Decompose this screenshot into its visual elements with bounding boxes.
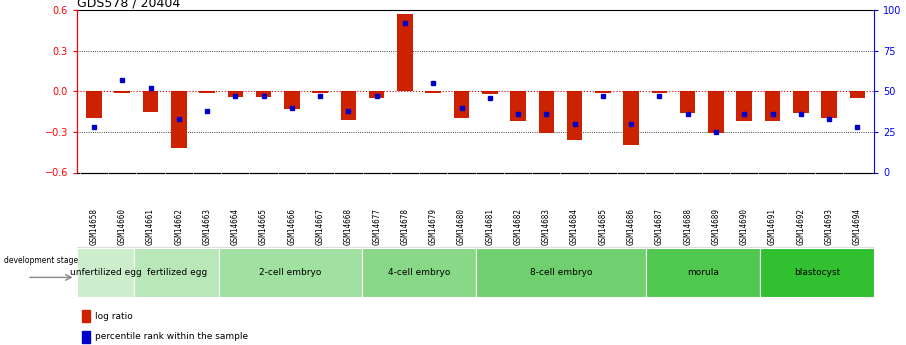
Bar <box>255 91 272 97</box>
Bar <box>219 248 361 297</box>
Text: GSM14680: GSM14680 <box>457 208 466 245</box>
Text: GSM14692: GSM14692 <box>796 208 805 245</box>
Bar <box>567 91 583 140</box>
Bar <box>341 91 356 120</box>
Bar <box>369 91 384 98</box>
Bar <box>82 331 90 343</box>
Text: GSM14685: GSM14685 <box>598 208 607 245</box>
Text: development stage: development stage <box>4 256 78 265</box>
Bar <box>476 248 647 297</box>
Bar <box>426 91 441 93</box>
Text: GSM14668: GSM14668 <box>344 208 353 245</box>
Bar <box>708 91 724 133</box>
Text: GSM14679: GSM14679 <box>429 208 438 245</box>
Text: GSM14684: GSM14684 <box>570 208 579 245</box>
Text: GDS578 / 20404: GDS578 / 20404 <box>77 0 180 9</box>
Text: GSM14689: GSM14689 <box>711 208 720 245</box>
Bar <box>538 91 554 133</box>
Bar <box>765 91 780 121</box>
Text: GSM14686: GSM14686 <box>627 208 636 245</box>
Text: GSM14690: GSM14690 <box>739 208 748 245</box>
Bar <box>623 91 639 146</box>
Text: GSM14694: GSM14694 <box>853 208 862 245</box>
Bar <box>850 91 865 98</box>
Bar <box>134 248 219 297</box>
Bar <box>86 91 101 118</box>
Bar <box>361 248 476 297</box>
Bar <box>143 91 159 112</box>
Text: percentile rank within the sample: percentile rank within the sample <box>95 332 248 341</box>
Bar <box>199 91 215 93</box>
Text: blastocyst: blastocyst <box>795 268 841 277</box>
Text: GSM14688: GSM14688 <box>683 208 692 245</box>
Text: GSM14661: GSM14661 <box>146 208 155 245</box>
Text: GSM14660: GSM14660 <box>118 208 127 245</box>
Bar <box>77 248 134 297</box>
Text: 4-cell embryo: 4-cell embryo <box>388 268 450 277</box>
Bar <box>647 248 760 297</box>
Text: GSM14678: GSM14678 <box>400 208 410 245</box>
Text: 8-cell embryo: 8-cell embryo <box>530 268 593 277</box>
Bar <box>760 248 874 297</box>
Bar <box>510 91 525 121</box>
Text: GSM14666: GSM14666 <box>287 208 296 245</box>
Bar <box>313 91 328 93</box>
Bar <box>595 91 611 93</box>
Bar <box>227 91 243 97</box>
Bar <box>397 14 413 91</box>
Text: GSM14664: GSM14664 <box>231 208 240 245</box>
Text: GSM14662: GSM14662 <box>174 208 183 245</box>
Text: GSM14687: GSM14687 <box>655 208 664 245</box>
Text: GSM14667: GSM14667 <box>315 208 324 245</box>
Bar <box>82 310 90 322</box>
Text: GSM14665: GSM14665 <box>259 208 268 245</box>
Text: GSM14658: GSM14658 <box>90 208 99 245</box>
Bar <box>680 91 696 113</box>
Text: unfertilized egg: unfertilized egg <box>70 268 141 277</box>
Text: GSM14682: GSM14682 <box>514 208 523 245</box>
Text: GSM14683: GSM14683 <box>542 208 551 245</box>
Text: GSM14677: GSM14677 <box>372 208 381 245</box>
Bar <box>793 91 808 113</box>
Text: GSM14693: GSM14693 <box>824 208 834 245</box>
Text: fertilized egg: fertilized egg <box>147 268 207 277</box>
Text: log ratio: log ratio <box>95 312 133 321</box>
Text: GSM14681: GSM14681 <box>486 208 495 245</box>
Text: morula: morula <box>688 268 719 277</box>
Bar <box>284 91 300 109</box>
Text: GSM14663: GSM14663 <box>203 208 212 245</box>
Text: GSM14691: GSM14691 <box>768 208 777 245</box>
Bar <box>651 91 667 93</box>
Bar <box>454 91 469 118</box>
Bar <box>737 91 752 121</box>
Bar <box>821 91 837 118</box>
Bar <box>482 91 497 94</box>
Bar <box>171 91 187 148</box>
Text: 2-cell embryo: 2-cell embryo <box>259 268 322 277</box>
Bar <box>114 91 130 93</box>
